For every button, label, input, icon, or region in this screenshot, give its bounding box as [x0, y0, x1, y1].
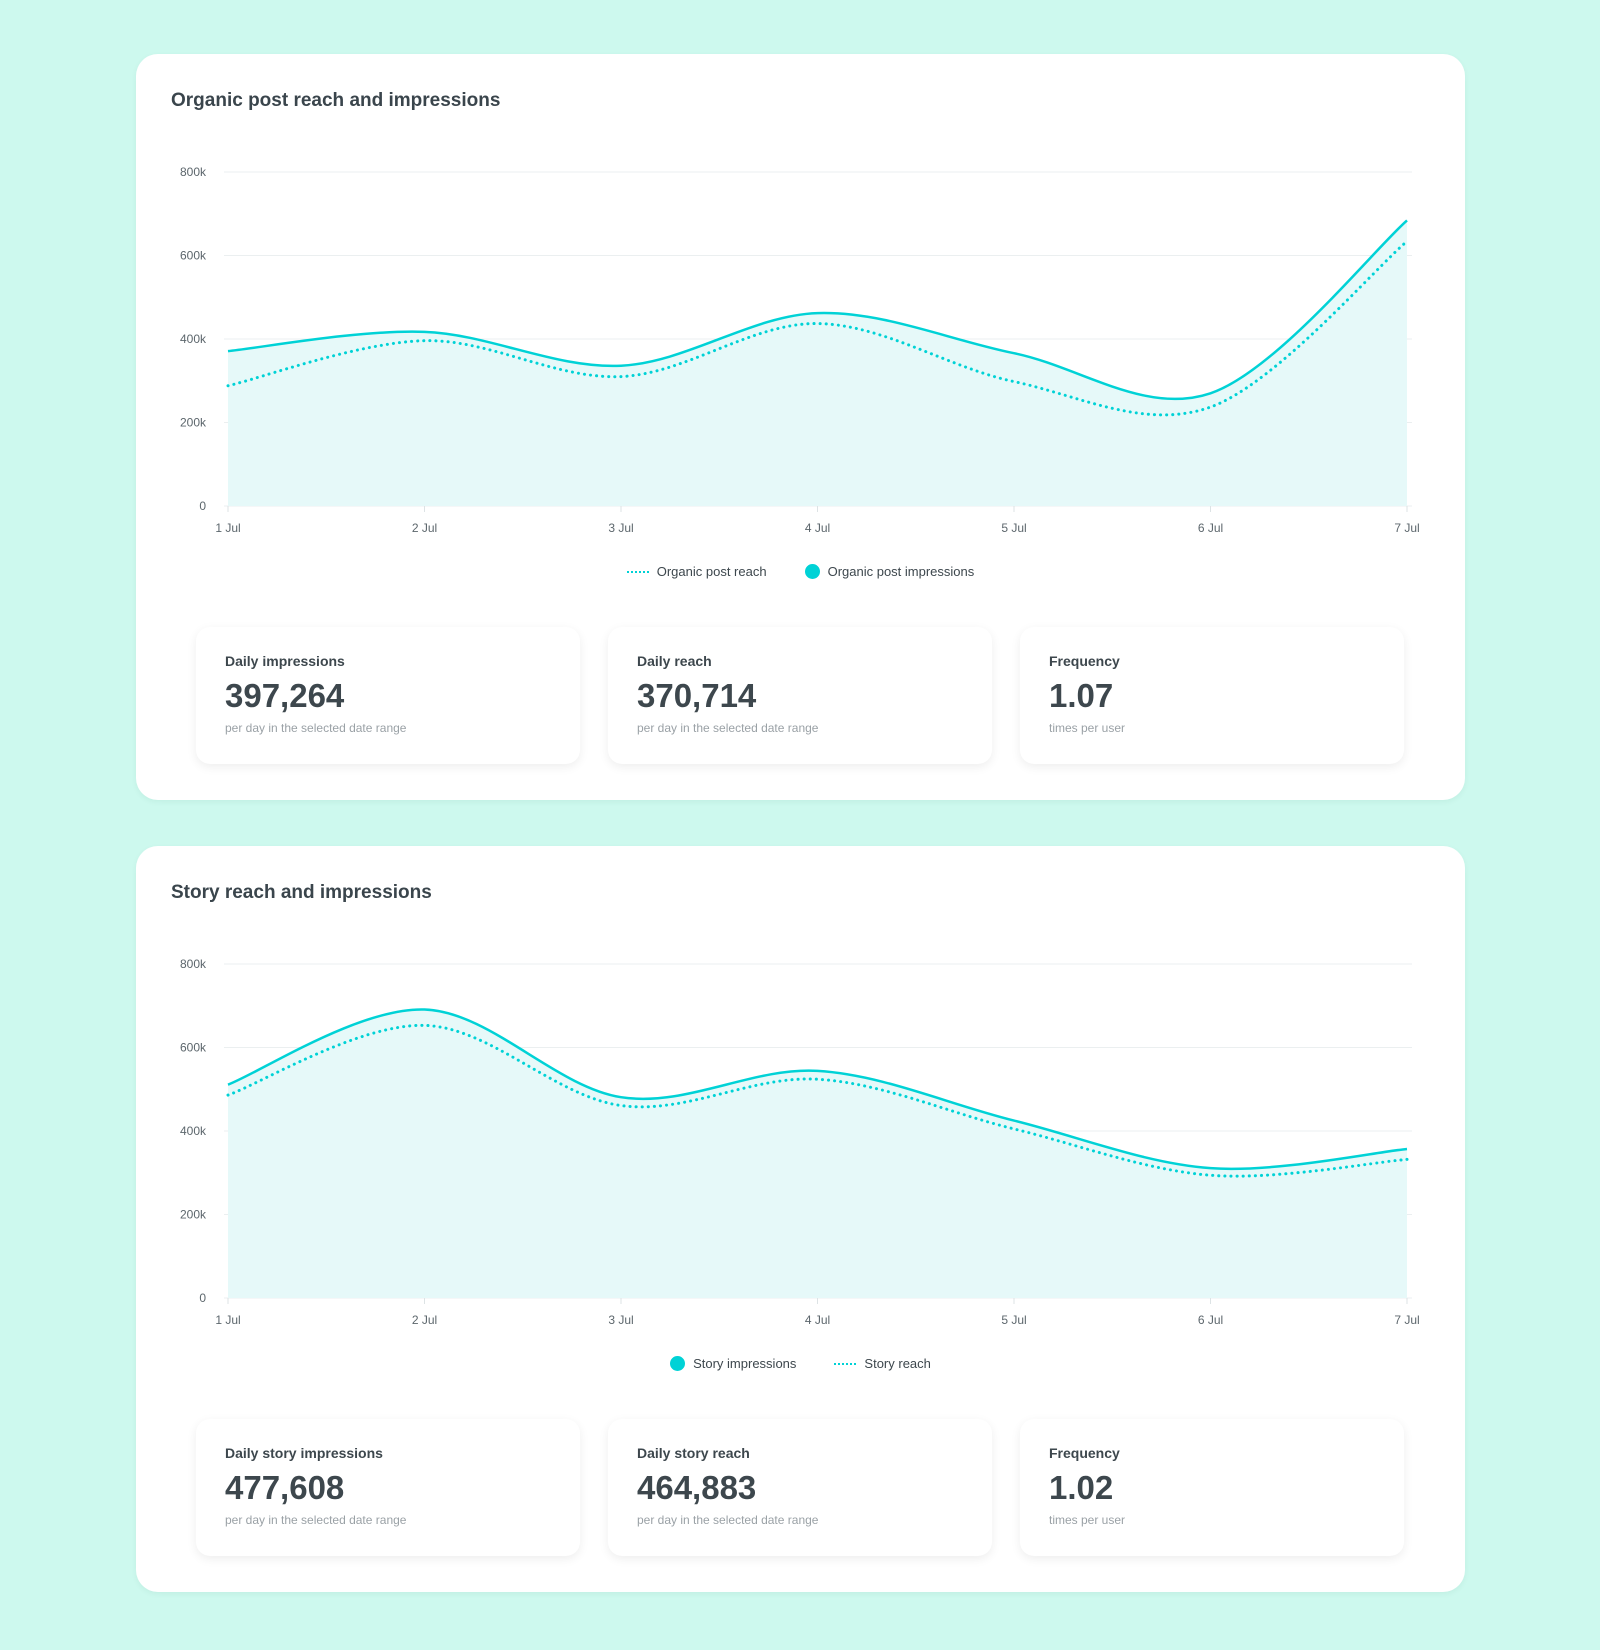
stat-label: Frequency [1049, 653, 1120, 669]
stat-subtext: per day in the selected date range [637, 721, 819, 735]
organic-post-chart: 0 200k 400k 600k 800k 1 Jul 2 Jul 3 Jul 4 Jul 5 J… [180, 165, 1420, 535]
x-tick-label: 2 Jul [412, 521, 437, 535]
legend-label: Story reach [864, 1356, 931, 1371]
chart-legend: Story impressions Story reach [136, 1356, 1465, 1371]
y-tick-label: 0 [199, 499, 206, 513]
stat-value: 370,714 [637, 677, 757, 714]
x-tick-label: 3 Jul [608, 521, 633, 535]
line-organic-post-reach [226, 239, 1409, 417]
y-tick-label: 0 [199, 1291, 206, 1305]
dotted-line-icon [834, 1362, 857, 1365]
organic-post-card: Organic post reach and impressions 0 200k… [136, 54, 1465, 800]
x-tick-label: 3 Jul [608, 1313, 633, 1327]
stat-subtext: times per user [1049, 721, 1126, 735]
stat-card-daily-story-reach: Daily story reach 464,883 per day in the… [608, 1419, 992, 1556]
y-tick-label: 200k [180, 416, 207, 430]
stat-card-daily-reach: Daily reach 370,714 per day in the selec… [608, 627, 992, 764]
legend-label: Organic post impressions [827, 564, 975, 579]
x-tick-label: 5 Jul [1001, 1313, 1026, 1327]
area-organic-post-impressions [228, 220, 1407, 506]
legend-item-story-impressions[interactable]: Story impressions [670, 1356, 796, 1371]
stat-card-frequency: Frequency 1.02 times per user [1020, 1419, 1404, 1556]
stat-label: Daily story reach [637, 1445, 750, 1461]
y-tick-label: 200k [180, 1208, 207, 1222]
stat-card-daily-impressions: Daily impressions 397,264 per day in the… [196, 627, 580, 764]
x-tick-label: 5 Jul [1001, 521, 1026, 535]
x-tick-label: 1 Jul [215, 521, 240, 535]
x-tick-label: 6 Jul [1198, 1313, 1223, 1327]
stat-subtext: per day in the selected date range [637, 1513, 819, 1527]
x-tick-label: 2 Jul [412, 1313, 437, 1327]
circle-icon [804, 564, 820, 579]
stat-label: Daily story impressions [225, 1445, 383, 1461]
stat-value: 477,608 [225, 1469, 345, 1506]
x-tick-label: 7 Jul [1394, 521, 1419, 535]
legend-label: Organic post reach [656, 564, 767, 579]
legend-item-story-reach[interactable]: Story reach [834, 1356, 931, 1371]
y-tick-label: 800k [180, 165, 207, 179]
stats-row: Daily story impressions 477,608 per day … [196, 1419, 1404, 1556]
stat-card-daily-story-impressions: Daily story impressions 477,608 per day … [196, 1419, 580, 1556]
legend-label: Story impressions [693, 1356, 797, 1371]
stats-row: Daily impressions 397,264 per day in the… [196, 627, 1404, 764]
stat-label: Daily impressions [225, 653, 345, 669]
y-tick-label: 400k [180, 332, 207, 346]
circle-icon [670, 1356, 686, 1371]
y-tick-label: 400k [180, 1124, 207, 1138]
line-story-impressions [227, 1008, 1408, 1171]
x-tick-label: 7 Jul [1394, 1313, 1419, 1327]
legend-item-organic-post-reach[interactable]: Organic post reach [626, 564, 767, 579]
x-tick-label: 6 Jul [1198, 521, 1223, 535]
legend-item-organic-post-impressions[interactable]: Organic post impressions [804, 564, 975, 579]
line-story-reach [226, 1023, 1409, 1178]
stat-value: 397,264 [225, 677, 345, 714]
dotted-line-icon [626, 570, 649, 573]
stat-value: 1.07 [1049, 677, 1114, 714]
x-tick-label: 4 Jul [805, 521, 830, 535]
stat-subtext: per day in the selected date range [225, 1513, 407, 1527]
x-tick-label: 1 Jul [215, 1313, 240, 1327]
story-card: Story reach and impressions 0 200k 400k 600… [136, 846, 1465, 1592]
card-title: Story reach and impressions [171, 882, 432, 903]
chart-legend: Organic post reach Organic post impressio… [136, 564, 1465, 579]
y-tick-label: 600k [180, 1041, 207, 1055]
area-story-impressions [228, 1009, 1407, 1298]
story-chart: 0 200k 400k 600k 800k 1 Jul 2 Jul 3 Jul 4 Jul 5 J… [180, 957, 1420, 1327]
y-tick-label: 800k [180, 957, 207, 971]
stat-value: 464,883 [637, 1469, 757, 1506]
line-organic-post-impressions [227, 219, 1408, 401]
x-tick-label: 4 Jul [805, 1313, 830, 1327]
card-title: Organic post reach and impressions [171, 90, 501, 111]
stat-card-frequency: Frequency 1.07 times per user [1020, 627, 1404, 764]
y-tick-label: 600k [180, 249, 207, 263]
stat-subtext: per day in the selected date range [225, 721, 407, 735]
stat-label: Frequency [1049, 1445, 1120, 1461]
stat-subtext: times per user [1049, 1513, 1126, 1527]
stat-label: Daily reach [637, 653, 712, 669]
stat-value: 1.02 [1049, 1469, 1114, 1506]
